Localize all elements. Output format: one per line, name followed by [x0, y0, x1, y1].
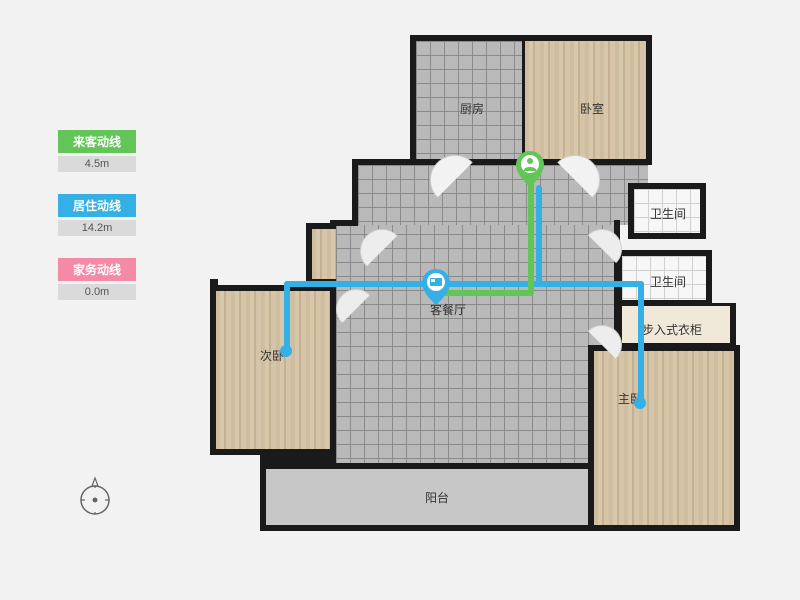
legend-chores-title: 家务动线 — [58, 258, 136, 281]
path-living-seg — [536, 185, 542, 285]
label-bath1: 卫生间 — [650, 205, 686, 222]
legend-guest: 来客动线 4.5m — [58, 130, 148, 172]
room-bedroom-sw — [210, 285, 336, 455]
floorplan: 厨房 卧室 卫生间 卫生间 步入式衣柜 客餐厅 次卧 主卧 阳台 — [210, 25, 765, 580]
compass-icon — [70, 470, 120, 520]
path-living-seg — [284, 281, 644, 287]
label-balcony: 阳台 — [425, 489, 449, 506]
legend-living-title: 居住动线 — [58, 194, 136, 217]
label-bedroom-ne: 卧室 — [580, 100, 604, 117]
path-guest-seg — [528, 178, 534, 296]
legend: 来客动线 4.5m 居住动线 14.2m 家务动线 0.0m — [58, 130, 148, 322]
path-living-seg — [638, 281, 644, 403]
room-master — [588, 345, 740, 531]
marker-guest — [516, 151, 544, 187]
marker-living — [422, 269, 450, 305]
path-living-seg — [284, 281, 290, 351]
legend-chores-value: 0.0m — [58, 284, 136, 300]
label-kitchen: 厨房 — [460, 100, 484, 117]
path-living-dot — [634, 397, 646, 409]
legend-living-value: 14.2m — [58, 220, 136, 236]
legend-chores: 家务动线 0.0m — [58, 258, 148, 300]
path-guest-seg — [438, 290, 534, 296]
legend-guest-value: 4.5m — [58, 156, 136, 172]
label-bath2: 卫生间 — [650, 273, 686, 290]
legend-guest-title: 来客动线 — [58, 130, 136, 153]
living-upper — [358, 165, 648, 225]
room-left-strip — [306, 223, 336, 285]
path-living-dot — [280, 345, 292, 357]
legend-living: 居住动线 14.2m — [58, 194, 148, 236]
label-closet: 步入式衣柜 — [642, 321, 702, 338]
